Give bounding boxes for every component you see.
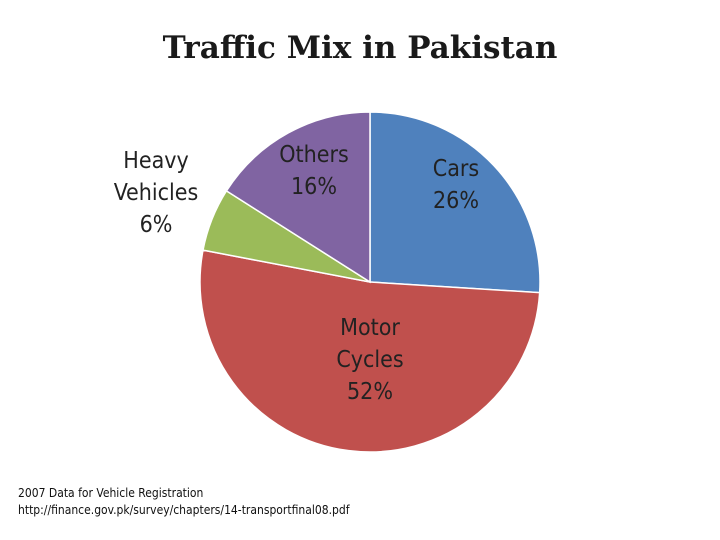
source-note: 2007 Data for Vehicle Registration http:… (18, 485, 350, 519)
pie-slice-motor-cycles (199, 249, 541, 453)
pie-slice-cars (369, 111, 541, 294)
slice-label-motor-cycles: Motor Cycles 52% (336, 315, 403, 405)
pie-slice-others (225, 111, 371, 284)
chart-title: Traffic Mix in Pakistan (162, 30, 558, 66)
source-url[interactable]: http://finance.gov.pk/survey/chapters/14… (18, 503, 350, 517)
slice-label-others: Others 16% (279, 142, 349, 200)
source-caption: 2007 Data for Vehicle Registration (18, 486, 204, 500)
slice-label-heavy-vehicles: Heavy Vehicles 6% (114, 148, 199, 238)
slice-label-cars: Cars 26% (433, 156, 479, 214)
